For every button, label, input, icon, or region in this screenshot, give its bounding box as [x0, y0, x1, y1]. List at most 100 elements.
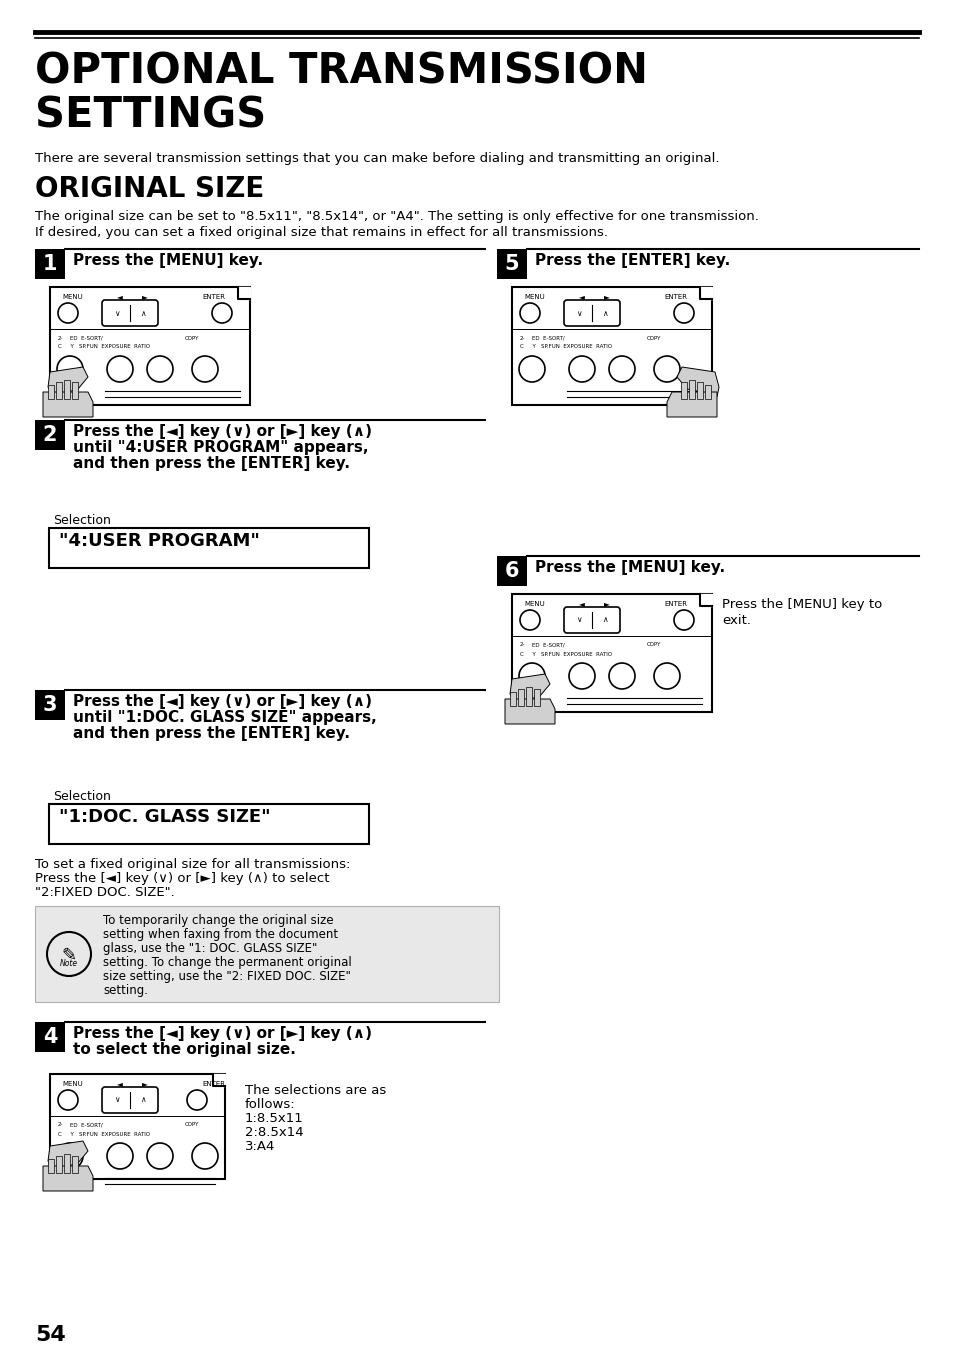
Text: ∨: ∨	[114, 1096, 120, 1105]
Polygon shape	[237, 286, 250, 299]
Text: setting.: setting.	[103, 984, 148, 997]
Polygon shape	[697, 382, 702, 399]
FancyBboxPatch shape	[102, 300, 158, 326]
Text: ◄: ◄	[578, 600, 584, 608]
Polygon shape	[64, 1154, 70, 1173]
Polygon shape	[525, 688, 532, 707]
Text: ✎: ✎	[61, 947, 76, 965]
Circle shape	[673, 611, 693, 630]
Circle shape	[654, 663, 679, 689]
Text: ◄: ◄	[578, 293, 584, 301]
Bar	[35, 1021, 65, 1052]
Circle shape	[608, 663, 635, 689]
Circle shape	[57, 357, 83, 382]
Text: ED  E-SORT/: ED E-SORT/	[532, 643, 564, 647]
Text: 2-: 2-	[519, 643, 525, 647]
Text: Press the [MENU] key to: Press the [MENU] key to	[721, 598, 882, 611]
Text: setting. To change the permanent original: setting. To change the permanent origina…	[103, 957, 352, 969]
Polygon shape	[688, 380, 695, 399]
FancyBboxPatch shape	[102, 1088, 158, 1113]
Text: ORIGINAL SIZE: ORIGINAL SIZE	[35, 176, 264, 203]
Circle shape	[107, 1143, 132, 1169]
Text: until "4:USER PROGRAM" appears,: until "4:USER PROGRAM" appears,	[73, 440, 368, 455]
Polygon shape	[48, 1159, 54, 1173]
Text: MENU: MENU	[62, 295, 83, 300]
Text: 2-: 2-	[58, 335, 64, 340]
Polygon shape	[666, 392, 717, 417]
Text: SETTINGS: SETTINGS	[35, 95, 266, 136]
Text: 2:8.5x14: 2:8.5x14	[245, 1125, 303, 1139]
Text: ED  E-SORT/: ED E-SORT/	[70, 1123, 103, 1128]
Circle shape	[192, 357, 218, 382]
Text: 2-: 2-	[58, 1123, 64, 1128]
Text: ∨: ∨	[576, 308, 581, 317]
Text: 5: 5	[504, 254, 518, 274]
Text: ►: ►	[142, 293, 148, 301]
Polygon shape	[56, 382, 62, 399]
Polygon shape	[704, 385, 710, 399]
Text: 2: 2	[43, 426, 57, 444]
Circle shape	[192, 1143, 218, 1169]
Bar	[49, 528, 369, 567]
Polygon shape	[56, 1156, 62, 1173]
Circle shape	[568, 663, 595, 689]
Bar	[35, 249, 65, 280]
Text: ENTER: ENTER	[202, 1081, 225, 1088]
Circle shape	[519, 611, 539, 630]
Bar	[50, 286, 250, 405]
Polygon shape	[677, 367, 719, 397]
Text: ►: ►	[142, 1079, 148, 1089]
Polygon shape	[48, 1142, 88, 1171]
Polygon shape	[43, 1166, 92, 1192]
Circle shape	[187, 1090, 207, 1111]
Text: glass, use the "1: DOC. GLASS SIZE": glass, use the "1: DOC. GLASS SIZE"	[103, 942, 317, 955]
Text: 6: 6	[504, 561, 518, 581]
Circle shape	[58, 1090, 78, 1111]
Bar	[497, 557, 526, 586]
Text: Press the [MENU] key.: Press the [MENU] key.	[535, 561, 724, 576]
Circle shape	[57, 1143, 83, 1169]
Bar	[35, 690, 65, 720]
Bar	[35, 420, 65, 450]
Text: size setting, use the "2: FIXED DOC. SIZE": size setting, use the "2: FIXED DOC. SIZ…	[103, 970, 351, 984]
Circle shape	[212, 303, 232, 323]
FancyBboxPatch shape	[563, 607, 619, 634]
Circle shape	[519, 303, 539, 323]
Polygon shape	[213, 1074, 225, 1086]
Text: C     Y   SP.FUN  EXPOSURE  RATIO: C Y SP.FUN EXPOSURE RATIO	[58, 345, 150, 350]
Text: "2:FIXED DOC. SIZE".: "2:FIXED DOC. SIZE".	[35, 886, 174, 898]
Bar	[497, 249, 526, 280]
Circle shape	[107, 357, 132, 382]
Text: C     Y   SP.FUN  EXPOSURE  RATIO: C Y SP.FUN EXPOSURE RATIO	[58, 1132, 150, 1136]
Text: and then press the [ENTER] key.: and then press the [ENTER] key.	[73, 457, 350, 471]
Text: follows:: follows:	[245, 1098, 295, 1111]
Text: ►: ►	[603, 600, 609, 608]
Text: ∧: ∧	[140, 308, 146, 317]
Text: Selection: Selection	[53, 513, 111, 527]
Polygon shape	[700, 286, 711, 299]
Text: The selections are as: The selections are as	[245, 1084, 386, 1097]
Circle shape	[518, 357, 544, 382]
Polygon shape	[510, 674, 550, 704]
Text: ∨: ∨	[576, 616, 581, 624]
Text: and then press the [ENTER] key.: and then press the [ENTER] key.	[73, 725, 350, 740]
Text: To set a fixed original size for all transmissions:: To set a fixed original size for all tra…	[35, 858, 350, 871]
Circle shape	[518, 663, 544, 689]
Polygon shape	[71, 382, 78, 399]
Text: MENU: MENU	[523, 601, 544, 607]
Text: 3:A4: 3:A4	[245, 1140, 275, 1152]
Text: The original size can be set to "8.5x11", "8.5x14", or "A4". The setting is only: The original size can be set to "8.5x11"…	[35, 209, 758, 223]
Polygon shape	[48, 385, 54, 399]
Text: setting when faxing from the document: setting when faxing from the document	[103, 928, 337, 942]
Bar	[35, 907, 498, 1002]
FancyBboxPatch shape	[563, 300, 619, 326]
Text: to select the original size.: to select the original size.	[73, 1042, 295, 1056]
Text: 3: 3	[43, 694, 57, 715]
Text: until "1:DOC. GLASS SIZE" appears,: until "1:DOC. GLASS SIZE" appears,	[73, 711, 376, 725]
Circle shape	[608, 357, 635, 382]
Polygon shape	[534, 689, 539, 707]
Text: 54: 54	[35, 1325, 66, 1346]
Circle shape	[147, 357, 172, 382]
Text: Press the [◄] key (∨) or [►] key (∧): Press the [◄] key (∨) or [►] key (∧)	[73, 424, 372, 439]
Polygon shape	[680, 382, 686, 399]
